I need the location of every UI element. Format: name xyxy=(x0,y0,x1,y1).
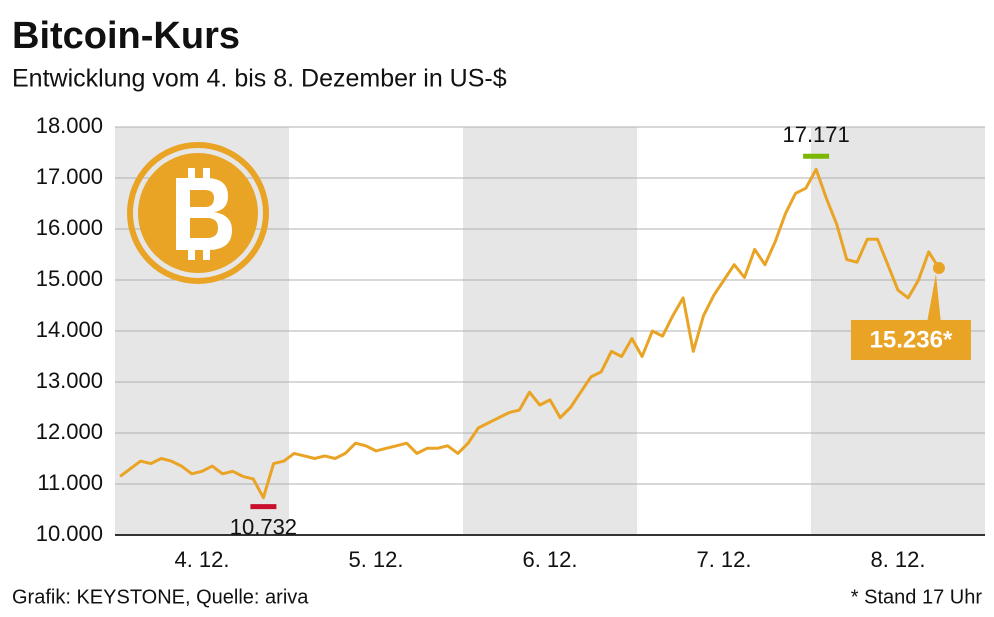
label-box xyxy=(850,319,971,360)
y-tick-label: 15.000 xyxy=(36,266,103,291)
chart-title: Bitcoin-Kurs xyxy=(12,15,240,57)
y-tick-label: 17.000 xyxy=(36,164,103,189)
max-label: 17.171 xyxy=(782,122,849,147)
price-line xyxy=(119,167,941,500)
logo-b xyxy=(203,168,210,180)
logo-b xyxy=(188,168,195,180)
y-tick-label: 18.000 xyxy=(36,113,103,138)
end-label: 15.236* xyxy=(870,326,953,353)
logo-b xyxy=(176,178,232,250)
min-label: 10.732 xyxy=(230,514,297,539)
x-tick-label: 4. 12. xyxy=(174,547,229,572)
source: Grafik: KEYSTONE, Quelle: ariva xyxy=(12,586,309,608)
y-tick-label: 11.000 xyxy=(37,470,103,495)
note: * Stand 17 Uhr xyxy=(851,586,983,608)
logo-b xyxy=(203,248,210,260)
chart-subtitle: Entwicklung vom 4. bis 8. Dezember in US… xyxy=(12,65,507,93)
bitcoin-logo xyxy=(127,142,269,284)
y-tick-label: 14.000 xyxy=(36,317,103,342)
y-tick-label: 13.000 xyxy=(36,368,103,393)
y-tick-label: 16.000 xyxy=(36,215,103,240)
y-tick-label: 12.000 xyxy=(36,419,103,444)
y-tick-label: 10.000 xyxy=(36,521,103,546)
logo-b xyxy=(188,248,195,260)
grid xyxy=(115,126,985,536)
logo-ring xyxy=(127,142,269,284)
x-tick-label: 8. 12. xyxy=(870,547,925,572)
x-tick-label: 5. 12. xyxy=(348,547,403,572)
end-dot xyxy=(932,261,945,274)
x-tick-label: 6. 12. xyxy=(522,547,577,572)
label-pointer xyxy=(926,273,941,323)
x-tick-label: 7. 12. xyxy=(696,547,751,572)
